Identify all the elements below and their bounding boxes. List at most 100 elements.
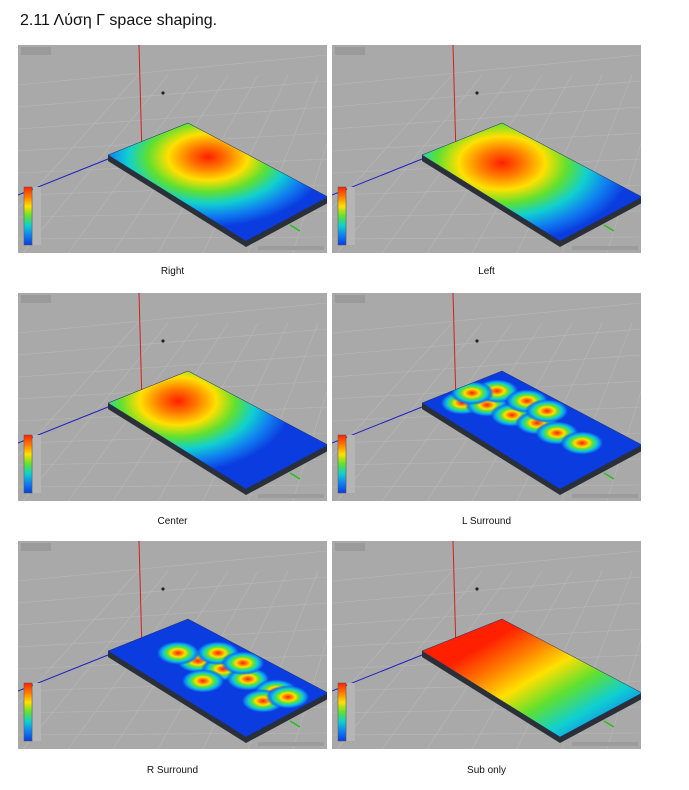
simulation-image (18, 45, 327, 253)
floor-grid (606, 141, 641, 253)
caption: R Surround (146, 765, 199, 776)
green-arrow (603, 472, 615, 480)
legend-ticks (33, 435, 41, 493)
color-legend (337, 186, 347, 246)
floor-grid (18, 80, 327, 108)
floor-grid (332, 80, 641, 108)
plate-outline (421, 122, 641, 242)
hotspot (525, 399, 569, 423)
floor-grid (18, 570, 139, 705)
floor-grid (332, 484, 641, 488)
status-bar (572, 494, 638, 498)
floor-grid (332, 236, 641, 240)
floor-grid (332, 732, 641, 736)
legend-ticks (347, 187, 355, 245)
floor-grid (332, 328, 641, 356)
floor-grid (18, 302, 327, 334)
simulation-image (332, 541, 641, 749)
status-bar (572, 246, 638, 250)
axis-red (138, 541, 143, 652)
axis-red (452, 45, 457, 156)
header-label (335, 47, 365, 55)
hotspot (450, 381, 494, 405)
plate-edge (108, 403, 327, 495)
header-label (21, 47, 51, 55)
color-legend (337, 682, 347, 742)
hotspot (108, 123, 327, 227)
color-legend (23, 682, 33, 742)
speaker-marker (161, 91, 165, 95)
floor-grid (18, 74, 139, 209)
simulation-image (332, 293, 641, 501)
speaker-marker (475, 91, 479, 95)
plate-edge (422, 651, 641, 743)
floor-grid (18, 484, 327, 488)
speaker-marker (161, 587, 165, 591)
plate-edge (422, 155, 641, 247)
floor-grid (18, 550, 327, 582)
green-arrow (289, 720, 301, 728)
caption: Sub only (467, 765, 506, 776)
hotspot (221, 651, 265, 675)
legend-ticks (33, 683, 41, 741)
floor-grid (332, 550, 641, 582)
plate-edge (108, 155, 327, 247)
floor-grid (18, 576, 327, 604)
hotspot (156, 641, 200, 665)
caption: Center (157, 516, 188, 527)
floor-grid (606, 637, 641, 749)
hotspot (560, 431, 604, 455)
section-title: 2.11 Λύση Γ space shaping. (20, 12, 218, 29)
plate-outline (421, 370, 641, 490)
heatmap (422, 123, 641, 241)
speaker-marker (475, 339, 479, 343)
floor-grid (292, 389, 327, 501)
status-bar (572, 742, 638, 746)
status-bar (258, 494, 324, 498)
caption: L Surround (461, 516, 512, 527)
color-legend (23, 434, 33, 494)
plate-outline (107, 618, 327, 738)
plate-outline (107, 370, 327, 490)
green-arrow (289, 224, 301, 232)
heatmap (108, 371, 327, 489)
speaker-marker (475, 587, 479, 591)
floor-grid (18, 354, 327, 378)
green-arrow (603, 720, 615, 728)
legend-ticks (33, 187, 41, 245)
floor-grid (18, 236, 327, 240)
axis-red (138, 293, 143, 404)
header-label (21, 295, 51, 303)
caption: Left (478, 266, 495, 277)
header-label (335, 295, 365, 303)
floor-grid (18, 106, 327, 130)
floor-grid (332, 74, 453, 209)
legend-ticks (347, 435, 355, 493)
speaker-marker (161, 339, 165, 343)
color-legend (337, 434, 347, 494)
color-legend (23, 186, 33, 246)
floor-grid (332, 602, 641, 626)
simulation-image (18, 541, 327, 749)
floor-grid (332, 576, 641, 604)
floor-grid (18, 54, 327, 86)
simulation-image (332, 45, 641, 253)
plate-edge (422, 403, 641, 495)
axis-red (138, 45, 143, 156)
floor-grid (606, 389, 641, 501)
floor-grid (292, 637, 327, 749)
floor-grid (332, 54, 641, 86)
floor-grid (332, 106, 641, 130)
plate-outline (107, 122, 327, 242)
green-arrow (289, 472, 301, 480)
plate-edge (108, 651, 327, 743)
floor-grid (18, 732, 327, 736)
caption: Right (160, 266, 185, 277)
status-bar (258, 742, 324, 746)
axis-red (452, 541, 457, 652)
floor-grid (292, 141, 327, 253)
floor-grid (18, 328, 327, 356)
floor-grid (332, 322, 453, 457)
hotspot (266, 685, 310, 709)
